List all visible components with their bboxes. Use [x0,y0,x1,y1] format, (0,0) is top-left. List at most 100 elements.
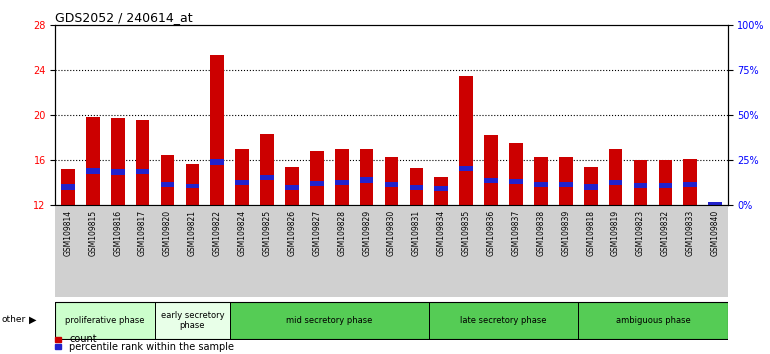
Text: ambiguous phase: ambiguous phase [615,316,691,325]
Text: GSM109819: GSM109819 [611,210,620,256]
Text: count: count [69,335,97,344]
Text: GSM109818: GSM109818 [586,210,595,256]
FancyBboxPatch shape [578,302,728,339]
FancyBboxPatch shape [429,302,578,339]
Bar [509,143,523,205]
Text: percentile rank within the sample: percentile rank within the sample [69,342,234,352]
Bar [61,184,75,189]
Text: GSM109820: GSM109820 [163,210,172,256]
Bar [634,183,648,188]
FancyBboxPatch shape [55,302,155,339]
Bar [379,205,404,297]
Bar [61,169,75,205]
Text: GDS2052 / 240614_at: GDS2052 / 240614_at [55,11,193,24]
Bar [161,182,174,187]
FancyBboxPatch shape [229,302,429,339]
Bar [310,151,323,205]
Bar [260,175,274,181]
Bar [484,178,498,183]
Text: GSM109824: GSM109824 [238,210,246,256]
Text: GSM109817: GSM109817 [138,210,147,256]
Bar [628,205,653,297]
Bar [460,166,473,171]
Text: GSM109828: GSM109828 [337,210,346,256]
FancyBboxPatch shape [155,302,229,339]
Bar [210,55,224,205]
Bar [534,182,547,187]
Text: GSM109836: GSM109836 [487,210,496,256]
Bar [578,205,603,297]
Bar [304,205,330,297]
Bar [111,119,125,205]
Bar [86,168,99,174]
Bar [186,184,199,188]
Text: GSM109822: GSM109822 [213,210,222,256]
Text: GSM109827: GSM109827 [313,210,321,256]
Bar [354,205,379,297]
Bar [55,205,80,297]
Bar [180,205,205,297]
Bar [161,155,174,205]
Bar [111,169,125,175]
Bar [236,149,249,205]
Bar [609,149,622,205]
Text: late secretory phase: late secretory phase [460,316,547,325]
Text: mid secretory phase: mid secretory phase [286,316,373,325]
Bar [658,183,672,188]
Bar [509,179,523,184]
Bar [410,168,424,205]
Bar [210,159,224,165]
Text: GSM109835: GSM109835 [462,210,470,256]
Bar [454,205,479,297]
Bar [634,160,648,205]
Bar [236,180,249,185]
Text: early secretory
phase: early secretory phase [161,311,224,330]
Text: GSM109833: GSM109833 [686,210,695,256]
Text: GSM109815: GSM109815 [89,210,97,256]
Bar [280,205,304,297]
Bar [429,205,454,297]
Bar [703,205,728,297]
Bar [708,202,722,205]
Text: GSM109837: GSM109837 [511,210,521,256]
Bar [186,164,199,205]
Bar [410,185,424,189]
Text: other: other [2,315,25,324]
Bar [285,167,299,205]
Bar [504,205,528,297]
Bar [554,205,578,297]
Bar [260,134,274,205]
Bar [609,180,622,185]
Bar [484,135,498,205]
Bar [360,149,373,205]
Bar [584,167,598,205]
Bar [105,205,130,297]
Text: GSM109829: GSM109829 [362,210,371,256]
Bar [285,185,299,189]
Bar [130,205,155,297]
Bar [255,205,280,297]
Text: GSM109825: GSM109825 [263,210,272,256]
Text: GSM109823: GSM109823 [636,210,645,256]
Text: GSM109840: GSM109840 [711,210,720,256]
Bar [205,205,229,297]
Text: GSM109838: GSM109838 [537,210,545,256]
Text: ▶: ▶ [29,315,37,325]
Bar [86,117,99,205]
Bar [460,75,473,205]
Bar [335,149,349,205]
Bar [684,159,697,205]
Text: GSM109814: GSM109814 [63,210,72,256]
Text: GSM109831: GSM109831 [412,210,421,256]
Bar [229,205,255,297]
Bar [584,184,598,189]
Text: GSM109830: GSM109830 [387,210,396,256]
Bar [310,181,323,186]
Bar [678,205,703,297]
Text: GSM109816: GSM109816 [113,210,122,256]
Bar [434,186,448,191]
Text: GSM109839: GSM109839 [561,210,571,256]
Bar [534,157,547,205]
Bar [360,177,373,183]
Text: proliferative phase: proliferative phase [65,316,145,325]
